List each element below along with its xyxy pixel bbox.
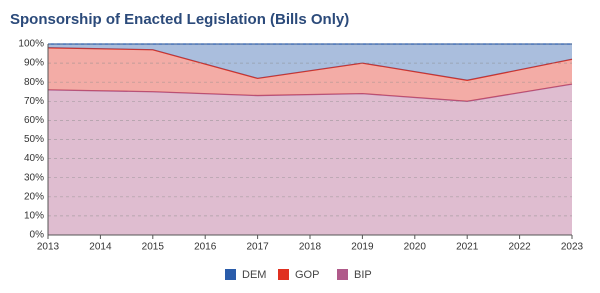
x-tick-label: 2013 bbox=[37, 242, 60, 253]
x-tick-label: 2019 bbox=[351, 242, 374, 253]
y-tick-label: 20% bbox=[24, 191, 44, 202]
y-tick-label: 100% bbox=[18, 39, 44, 50]
x-tick-label: 2015 bbox=[142, 242, 165, 253]
y-tick-label: 70% bbox=[24, 96, 44, 107]
y-tick-label: 60% bbox=[24, 115, 44, 126]
x-tick-label: 2020 bbox=[404, 242, 427, 253]
legend-swatch bbox=[278, 269, 289, 280]
y-tick-label: 10% bbox=[24, 211, 44, 222]
area bbox=[48, 47, 572, 102]
y-tick-label: 50% bbox=[24, 134, 44, 145]
y-tick-label: 90% bbox=[24, 58, 44, 69]
legend-swatch bbox=[225, 269, 236, 280]
chart-title: Sponsorship of Enacted Legislation (Bill… bbox=[10, 11, 349, 28]
area-edge bbox=[47, 83, 573, 102]
x-tick-label: 2018 bbox=[299, 242, 322, 253]
x-tick-label: 2014 bbox=[89, 242, 112, 253]
area bbox=[48, 84, 572, 235]
legend-label: BIP bbox=[354, 269, 372, 281]
y-tick-label: 30% bbox=[24, 172, 44, 183]
y-tick-label: 40% bbox=[24, 153, 44, 164]
y-tick-label: 80% bbox=[24, 77, 44, 88]
x-tick-label: 2016 bbox=[194, 242, 217, 253]
x-tick-label: 2017 bbox=[246, 242, 269, 253]
x-tick-label: 2021 bbox=[456, 242, 479, 253]
x-tick-label: 2023 bbox=[561, 242, 584, 253]
legend-label: DEM bbox=[242, 269, 266, 281]
x-tick-label: 2022 bbox=[508, 242, 531, 253]
area bbox=[48, 44, 572, 81]
area-edge bbox=[47, 47, 573, 81]
y-tick-label: 0% bbox=[30, 230, 45, 241]
legend-swatch bbox=[337, 269, 348, 280]
legend-label: GOP bbox=[295, 269, 319, 281]
